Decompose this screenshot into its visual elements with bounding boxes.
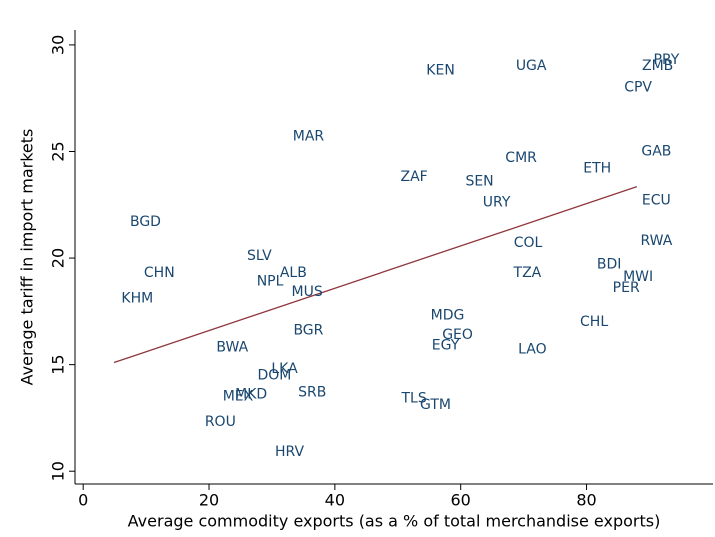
x-tick-label: 0 [78, 491, 88, 510]
point-label: TLS [401, 391, 427, 407]
point-label: RWA [640, 233, 672, 249]
y-tick-label: 15 [49, 354, 68, 374]
point-label: URY [483, 195, 511, 211]
point-label: ROU [205, 414, 236, 430]
point-label: ECU [642, 193, 671, 209]
y-tick-label: 25 [49, 141, 68, 161]
point-label: GTM [420, 397, 451, 413]
point-label: BGD [130, 214, 161, 230]
point-label: HRV [275, 444, 304, 460]
y-tick-label: 10 [49, 461, 68, 481]
point-label: CMR [505, 150, 537, 166]
point-label: CPV [624, 80, 652, 96]
point-label: MDG [431, 308, 465, 324]
x-tick-label: 60 [451, 491, 471, 510]
x-tick-label: 40 [325, 491, 345, 510]
point-label: GAB [641, 143, 671, 159]
point-label: KHM [121, 291, 153, 307]
y-tick-label: 30 [49, 35, 68, 55]
point-label: COL [514, 235, 543, 251]
point-label: LAO [518, 342, 546, 358]
point-label: ALB [280, 265, 307, 281]
y-tick-label: 20 [49, 248, 68, 268]
fit-line [113, 186, 638, 364]
y-axis-label: Average tariff in import markets [18, 129, 37, 386]
point-label: ETH [583, 161, 611, 177]
point-label: TZA [513, 265, 542, 281]
point-label: MAR [293, 129, 325, 145]
point-label: PRY [654, 52, 680, 68]
point-label: BDI [597, 256, 622, 272]
point-label: BGR [293, 323, 323, 339]
point-label: GEO [442, 327, 473, 343]
point-label: ZAF [401, 169, 428, 185]
point-label: SRB [298, 384, 326, 400]
point-label: MUS [292, 284, 323, 300]
point-label: SEN [465, 173, 493, 189]
point-label: ZMB [642, 58, 673, 74]
point-label: BWA [216, 340, 248, 356]
point-label: EGY [432, 337, 460, 353]
point-label: MEX [223, 389, 254, 405]
point-label: SLV [247, 248, 272, 264]
point-label: MWI [623, 269, 653, 285]
point-label: LKA [271, 361, 298, 377]
point-label: UGA [516, 58, 547, 74]
point-label: MKD [235, 386, 267, 402]
point-label: CHL [580, 314, 608, 330]
x-axis-label: Average commodity exports (as a % of tot… [128, 512, 661, 531]
x-tick-label: 20 [199, 491, 219, 510]
point-label: KEN [426, 62, 455, 78]
point-label: DOM [258, 367, 292, 383]
x-tick-label: 80 [576, 491, 596, 510]
point-label: PER [613, 280, 640, 296]
point-label: NPL [257, 274, 284, 290]
point-label: CHN [144, 265, 175, 281]
